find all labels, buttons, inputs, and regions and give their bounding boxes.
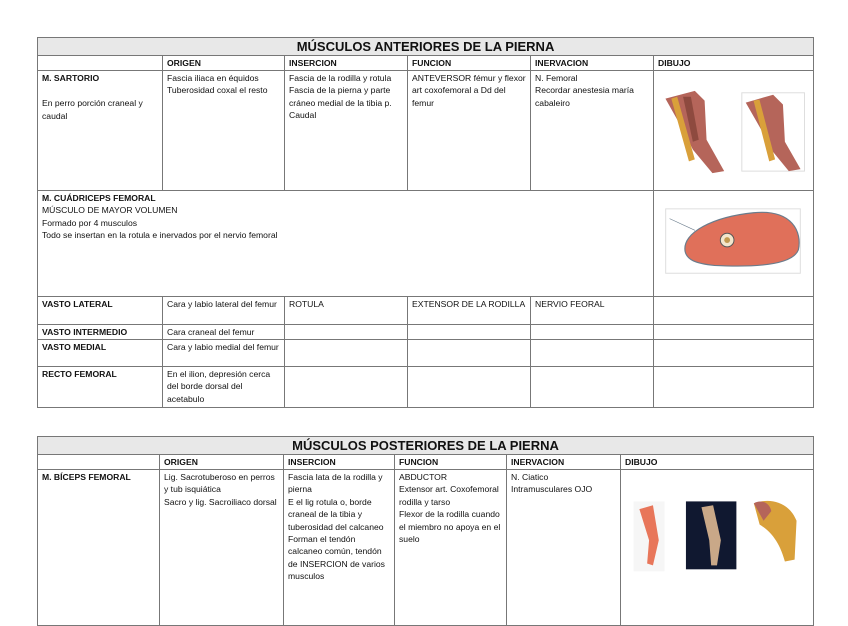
header-origen: ORIGEN [159,454,284,471]
funcion-cell [407,323,531,341]
origen-cell: Cara y labio medial del femur [162,339,285,368]
dibujo-cell [652,339,815,368]
anterior-muscles-table: MÚSCULOS ANTERIORES DE LA PIERNA ORIGEN … [36,37,815,409]
header-inervacion: INERVACION [506,454,621,471]
origen-cell: Lig. Sacrotuberoso en perros y tub isqui… [159,469,284,626]
dibujo-cell [652,295,815,325]
biceps-drawing [619,469,815,626]
funcion-cell [407,339,531,368]
header-blank [37,55,163,71]
inervacion-cell: N. Femoral Recordar anestesia maría caba… [530,70,654,191]
header-funcion: FUNCION [394,454,507,471]
origen-cell: En el ilion, depresión cerca del borde d… [162,366,285,409]
header-inervacion: INERVACION [530,55,654,71]
inervacion-cell [530,339,654,368]
page: MÚSCULOS ANTERIORES DE LA PIERNA ORIGEN … [36,37,815,626]
insercion-cell: Fascia lata de la rodilla y pierna E el … [283,469,395,626]
header-insercion: INSERCION [283,454,395,471]
origen-cell: Cara y labio lateral del femur [162,295,285,325]
table-title: MÚSCULOS ANTERIORES DE LA PIERNA [36,37,815,56]
insercion-cell [284,366,408,409]
biceps-femoral-illustrations [633,501,797,572]
header-funcion: FUNCION [407,55,531,71]
table-row: VASTO LATERAL Cara y labio lateral del f… [37,295,815,325]
inervacion-cell [530,323,654,341]
table-row: VASTO INTERMEDIO Cara craneal del femur [37,323,815,341]
muscle-name: M. BÍCEPS FEMORAL [37,469,160,626]
inervacion-cell [530,366,654,409]
table-row: M. SARTORIO En perro porción craneal y ca… [37,70,815,191]
insercion-cell [284,323,408,341]
table-row: VASTO MEDIAL Cara y labio medial del fem… [37,339,815,368]
funcion-cell: EXTENSOR DE LA RODILLA [407,295,531,325]
muscle-name: M. CUÁDRICEPS FEMORAL [42,192,156,203]
header-dibujo: DIBUJO [619,454,815,471]
muscle-name: VASTO LATERAL [37,295,163,325]
insercion-cell [284,339,408,368]
muscle-note: En perro porción craneal y caudal [42,98,143,121]
inervacion-cell: N. Ciatico Intramusculares OJO [506,469,621,626]
funcion-cell: ABDUCTOR Extensor art. Coxofemoral rodil… [394,469,507,626]
origen-cell: Fascia iliaca en équidos Tuberosidad cox… [162,70,285,191]
funcion-cell: ANTEVERSOR fémur y flexor art coxofemora… [407,70,531,191]
header-dibujo: DIBUJO [652,55,815,71]
cuadriceps-drawing [652,189,815,297]
inervacion-cell: NERVIO FEORAL [530,295,654,325]
cuadriceps-cross-section-illustration [665,208,801,274]
table-row: M. CUÁDRICEPS FEMORAL MÚSCULO DE MAYOR VO… [37,189,815,297]
dibujo-cell [652,366,815,409]
muscle-description: MÚSCULO DE MAYOR VOLUMEN Formado por 4 m… [42,205,278,241]
table-title: MÚSCULOS POSTERIORES DE LA PIERNA [36,436,815,456]
muscle-name: VASTO INTERMEDIO [37,323,163,341]
muscle-name: M. SARTORIO [42,73,100,83]
sartorio-drawing [652,70,815,191]
insercion-cell: ROTULA [284,295,408,325]
posterior-muscles-table: MÚSCULOS POSTERIORES DE LA PIERNA ORIGEN… [36,436,815,626]
header-insercion: INSERCION [284,55,408,71]
table-row: M. BÍCEPS FEMORAL Lig. Sacrotuberoso en … [37,469,815,626]
table-row: RECTO FEMORAL En el ilion, depresión cer… [37,366,815,409]
dibujo-cell [652,323,815,341]
funcion-cell [407,366,531,409]
insercion-cell: Fascia de la rodilla y rotula Fascia de … [284,70,408,191]
muscle-name: RECTO FEMORAL [37,366,163,409]
header-origen: ORIGEN [162,55,285,71]
sartorio-leg-illustration [665,91,805,174]
header-blank [37,454,160,471]
origen-cell: Cara craneal del femur [162,323,285,341]
muscle-name: VASTO MEDIAL [37,339,163,368]
